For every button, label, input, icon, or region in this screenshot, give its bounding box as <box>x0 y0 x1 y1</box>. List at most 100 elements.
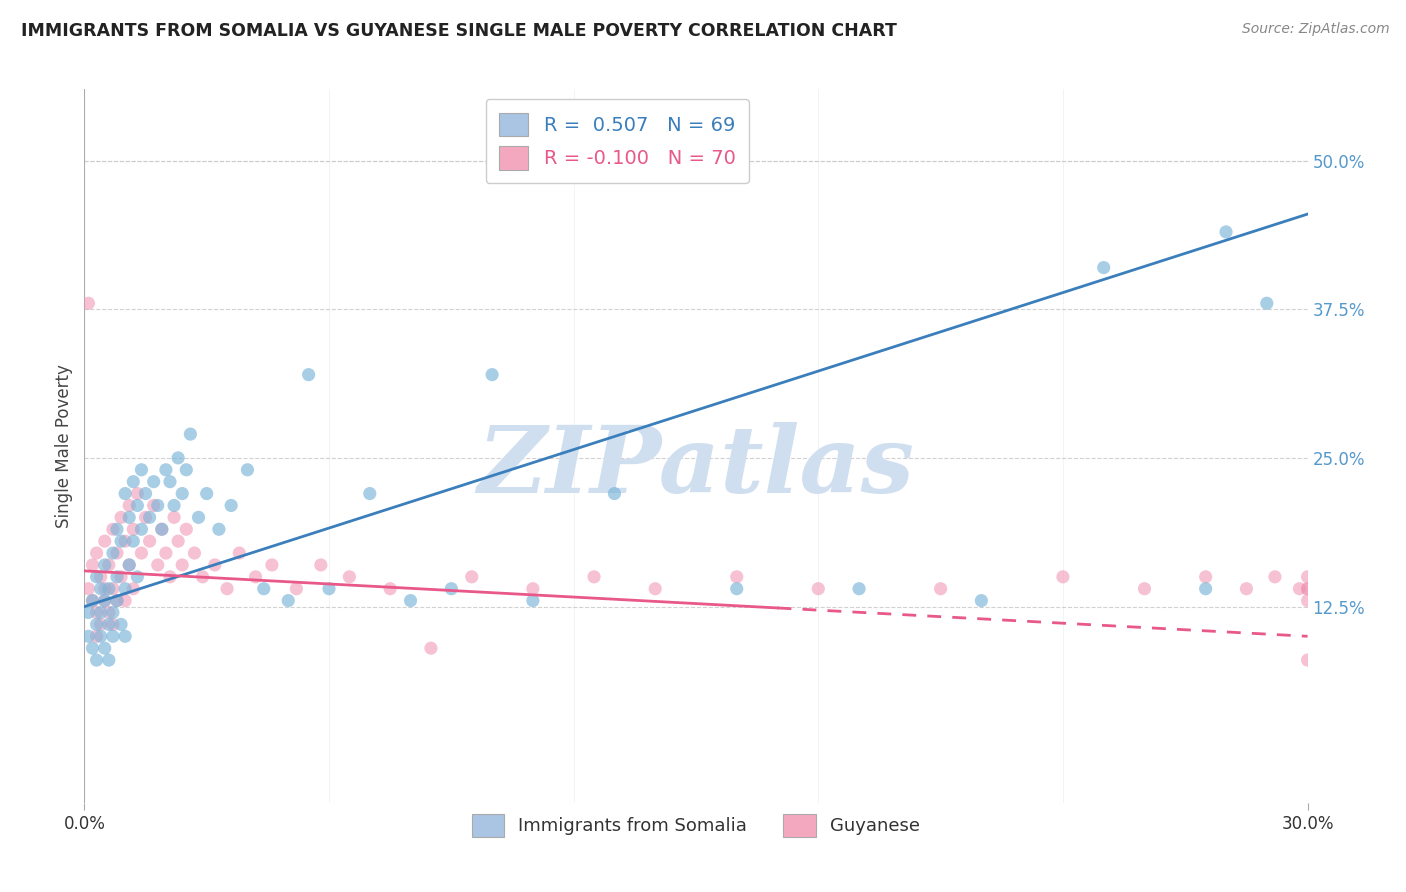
Point <box>1296 570 1319 584</box>
Point <box>163 510 186 524</box>
Point <box>245 570 267 584</box>
Point <box>135 510 157 524</box>
Point <box>127 570 149 584</box>
Point <box>725 570 748 584</box>
Point <box>93 641 115 656</box>
Point <box>105 593 128 607</box>
Point <box>929 582 952 596</box>
Point <box>236 463 259 477</box>
Point <box>1296 582 1319 596</box>
Point <box>848 582 870 596</box>
Point <box>155 546 177 560</box>
Point <box>77 296 100 310</box>
Point <box>217 582 239 596</box>
Point <box>86 570 108 584</box>
Point <box>1296 593 1319 607</box>
Point <box>195 486 218 500</box>
Point <box>1052 570 1074 584</box>
Point <box>118 510 141 524</box>
Point <box>110 534 132 549</box>
Point <box>440 582 463 596</box>
Point <box>228 546 250 560</box>
Point <box>131 546 153 560</box>
Point <box>208 522 231 536</box>
Point <box>97 617 120 632</box>
Point <box>253 582 276 596</box>
Point <box>105 570 128 584</box>
Point <box>204 558 226 572</box>
Point <box>1288 582 1310 596</box>
Point <box>725 582 748 596</box>
Point <box>1296 653 1319 667</box>
Y-axis label: Single Male Poverty: Single Male Poverty <box>55 364 73 528</box>
Point <box>110 570 132 584</box>
Point <box>138 510 160 524</box>
Point <box>481 368 503 382</box>
Point <box>118 558 141 572</box>
Point <box>1296 582 1319 596</box>
Point <box>131 522 153 536</box>
Point <box>131 463 153 477</box>
Point <box>172 558 194 572</box>
Point <box>146 499 169 513</box>
Point <box>1256 296 1278 310</box>
Point <box>93 582 115 596</box>
Point <box>101 582 124 596</box>
Point <box>127 499 149 513</box>
Point <box>97 606 120 620</box>
Point <box>86 653 108 667</box>
Point <box>461 570 484 584</box>
Point <box>142 475 165 489</box>
Point <box>219 499 242 513</box>
Point <box>93 558 115 572</box>
Point <box>1092 260 1115 275</box>
Point <box>603 486 626 500</box>
Point <box>97 653 120 667</box>
Point <box>179 427 201 442</box>
Point <box>77 582 100 596</box>
Point <box>101 546 124 560</box>
Point <box>122 475 145 489</box>
Point <box>122 582 145 596</box>
Point <box>82 641 104 656</box>
Point <box>187 510 209 524</box>
Point <box>167 450 190 465</box>
Point <box>163 499 186 513</box>
Point <box>101 617 124 632</box>
Point <box>114 534 136 549</box>
Point <box>114 593 136 607</box>
Point <box>90 606 112 620</box>
Point <box>174 463 197 477</box>
Legend: Immigrants from Somalia, Guyanese: Immigrants from Somalia, Guyanese <box>464 807 928 844</box>
Point <box>114 582 136 596</box>
Point <box>93 593 115 607</box>
Point <box>114 486 136 500</box>
Point <box>97 582 120 596</box>
Point <box>1215 225 1237 239</box>
Point <box>380 582 402 596</box>
Point <box>159 570 181 584</box>
Point <box>260 558 283 572</box>
Point <box>82 558 104 572</box>
Point <box>644 582 666 596</box>
Point <box>101 629 124 643</box>
Point <box>522 582 544 596</box>
Point <box>90 629 112 643</box>
Point <box>183 546 205 560</box>
Point <box>101 606 124 620</box>
Point <box>339 570 361 584</box>
Point <box>93 534 115 549</box>
Point <box>90 582 112 596</box>
Point <box>146 558 169 572</box>
Point <box>122 534 145 549</box>
Point <box>82 593 104 607</box>
Point <box>110 510 132 524</box>
Point <box>285 582 308 596</box>
Point <box>150 522 173 536</box>
Point <box>90 570 112 584</box>
Point <box>970 593 993 607</box>
Point <box>1195 582 1218 596</box>
Point <box>309 558 332 572</box>
Point <box>122 522 145 536</box>
Point <box>110 617 132 632</box>
